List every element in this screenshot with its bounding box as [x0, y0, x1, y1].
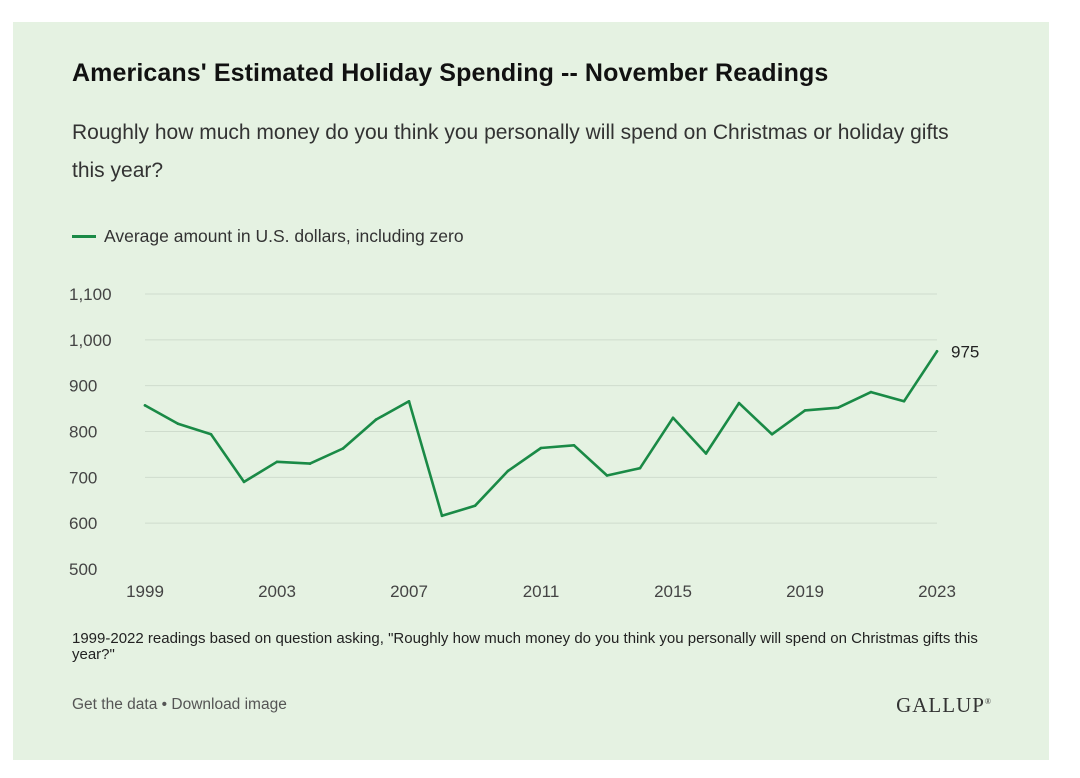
y-tick-label: 800 [69, 423, 97, 442]
y-tick-label: 900 [69, 377, 97, 396]
x-tick-label: 2007 [390, 582, 428, 601]
get-data-link[interactable]: Get the data [72, 696, 158, 713]
chart-card: Americans' Estimated Holiday Spending --… [13, 22, 1049, 760]
logo-text: GALLUP [896, 693, 985, 717]
data-point [671, 416, 675, 420]
data-point [605, 474, 609, 477]
data-point [209, 432, 213, 436]
y-tick-label: 1,000 [69, 331, 112, 350]
data-point [374, 418, 378, 421]
data-point [836, 406, 840, 409]
chart-title: Americans' Estimated Holiday Spending --… [72, 59, 829, 87]
y-tick-label: 600 [69, 514, 97, 533]
data-point [473, 504, 477, 508]
x-tick-label: 2011 [523, 582, 560, 601]
y-tick-label: 1,100 [69, 285, 112, 304]
x-tick-label: 2023 [918, 582, 956, 601]
chart-subtitle: Roughly how much money do you think you … [72, 121, 949, 182]
x-tick-label: 1999 [126, 582, 164, 601]
data-point [770, 432, 774, 436]
data-point [803, 409, 807, 412]
end-value-label: 975 [951, 342, 979, 361]
data-point [869, 390, 873, 394]
chart-links: Get the data • Download image [72, 696, 287, 714]
series-line [143, 349, 939, 518]
data-point [308, 462, 312, 465]
data-point [539, 446, 543, 450]
x-tick-label: 2015 [654, 582, 692, 601]
legend: Average amount in U.S. dollars, includin… [72, 225, 464, 247]
data-point [638, 466, 642, 470]
x-tick-label: 2003 [258, 582, 296, 601]
data-point [572, 443, 576, 447]
legend-swatch [72, 234, 96, 238]
gallup-logo: GALLUP® [896, 693, 991, 718]
data-point [407, 399, 411, 403]
registered-mark: ® [984, 697, 991, 706]
data-point [506, 469, 510, 473]
data-point [341, 447, 345, 450]
data-point [275, 460, 279, 464]
data-point [143, 404, 147, 407]
y-tick-label: 500 [69, 560, 97, 579]
data-point [242, 480, 246, 484]
x-tick-label: 2019 [786, 582, 824, 601]
data-point [935, 349, 939, 353]
download-image-link[interactable]: Download image [171, 696, 287, 713]
data-point [902, 399, 906, 403]
line-chart: 500 600 700 800 900 1,000 1,100 1999 2003 2007 20… [69, 285, 979, 601]
legend-label: Average amount in U.S. dollars, includin… [104, 225, 464, 246]
data-point [440, 514, 444, 518]
data-point [176, 422, 180, 426]
data-point [704, 452, 708, 455]
footnote: 1999-2022 readings based on question ask… [72, 630, 978, 663]
link-separator: • [161, 696, 168, 713]
y-tick-label: 700 [69, 468, 97, 487]
data-point [737, 401, 741, 405]
